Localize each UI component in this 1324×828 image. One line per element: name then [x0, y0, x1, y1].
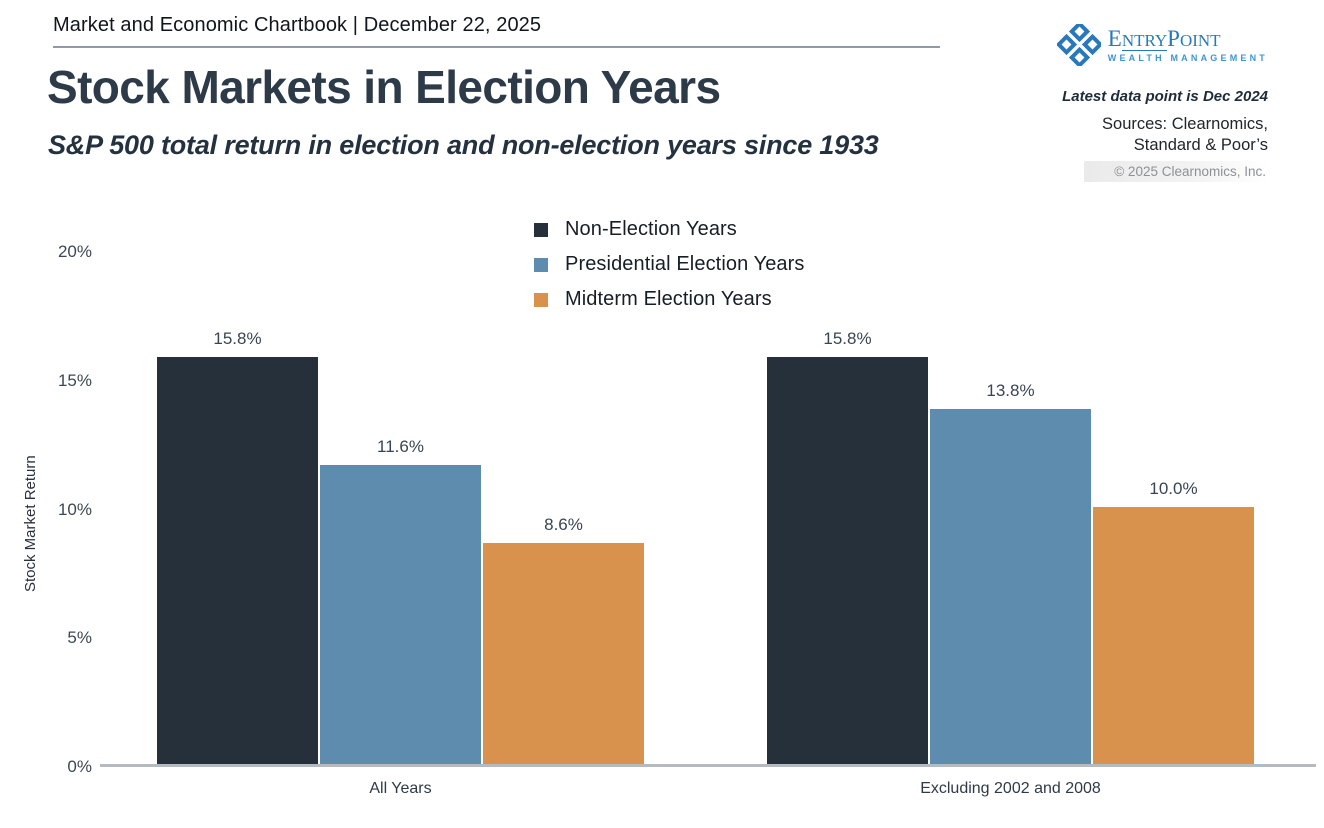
bar [157, 357, 318, 764]
legend-label: Presidential Election Years [565, 253, 805, 275]
logo-letter: P [1167, 26, 1180, 51]
y-axis-ticks: 0% 5% 10% 15% 20% [0, 242, 92, 776]
copyright-note: © 2025 Clearnomics, Inc. [1084, 161, 1268, 182]
legend-swatch [534, 292, 548, 307]
x-category-label: Excluding 2002 and 2008 [920, 780, 1101, 797]
legend-item: Presidential Election Years [534, 252, 805, 277]
logo-wordmark: ENTRYPOINT [1107, 26, 1268, 51]
y-tick-label: 0% [67, 757, 92, 776]
bar [1093, 506, 1254, 764]
header-rule [53, 46, 940, 48]
logo-letters: NTRY [1121, 31, 1168, 51]
legend-label: Non-Election Years [565, 218, 737, 240]
sources-line1: Sources: Clearnomics, [1102, 115, 1268, 133]
logo: ENTRYPOINT WEALTH MANAGEMENT [998, 24, 1268, 66]
logo-text: ENTRYPOINT WEALTH MANAGEMENT [1108, 27, 1268, 63]
bar [483, 542, 644, 764]
sources-note: Sources: Clearnomics, Standard & Poor’s [998, 114, 1268, 156]
chartbook-header: Market and Economic Chartbook | December… [53, 14, 542, 36]
bar [930, 408, 1091, 764]
logo-letter: E [1107, 26, 1122, 51]
y-tick-label: 10% [57, 499, 92, 519]
logo-letters: OINT [1179, 31, 1221, 50]
y-tick-label: 5% [67, 628, 92, 648]
legend-swatch [534, 257, 548, 272]
bar-value-label: 8.6% [544, 514, 583, 534]
sources-line2: Standard & Poor’s [1133, 136, 1268, 154]
bar-value-label: 13.8% [986, 380, 1035, 400]
bar [320, 465, 481, 764]
page-title: Stock Markets in Election Years [47, 61, 721, 113]
legend: Non-Election Years Presidential Election … [534, 217, 805, 322]
legend-item: Midterm Election Years [534, 287, 805, 312]
y-tick-label: 15% [57, 370, 92, 390]
x-category-label: All Years [369, 780, 432, 797]
branding-column: ENTRYPOINT WEALTH MANAGEMENT Latest data… [998, 24, 1268, 182]
plot-area: 15.8% 11.6% 8.6% All Years 15.8% 13.8% 10.0% Ex… [100, 252, 1316, 797]
legend-swatch [534, 222, 548, 237]
bar-value-label: 11.6% [377, 437, 424, 457]
y-tick-label: 20% [57, 242, 92, 261]
legend-item: Non-Election Years [534, 217, 805, 242]
bar-value-label: 15.8% [823, 329, 872, 349]
latest-data-note: Latest data point is Dec 2024 [1062, 88, 1268, 105]
logo-tagline: WEALTH MANAGEMENT [1107, 53, 1268, 63]
bar-value-label: 10.0% [1149, 478, 1198, 498]
page-subtitle: S&P 500 total return in election and non… [48, 130, 879, 160]
entrypoint-diamonds-icon [1056, 24, 1101, 66]
legend-label: Midterm Election Years [565, 288, 772, 310]
bar [767, 357, 928, 764]
bar-value-label: 15.8% [213, 329, 262, 349]
